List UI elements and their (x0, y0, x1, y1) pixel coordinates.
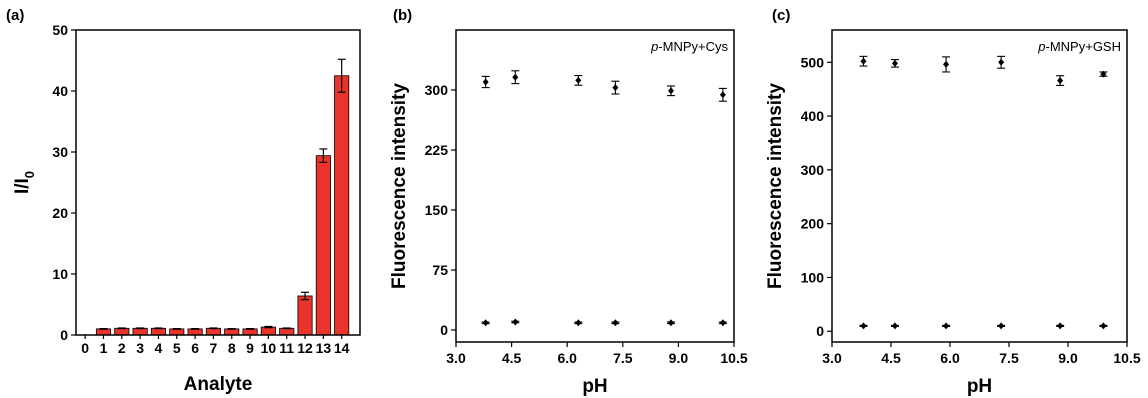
x-tick-label: 10.5 (720, 350, 747, 366)
x-tick-label: 9 (246, 340, 254, 356)
bar (279, 327, 295, 336)
x-tick-label: 5 (173, 340, 181, 356)
x-tick-label: 7.5 (999, 350, 1019, 366)
plot-frame (75, 29, 361, 336)
y-axis-title: Fluorescence intensity (765, 83, 786, 289)
y-tick-label: 40 (52, 83, 68, 99)
x-tick-label: 3.0 (822, 350, 842, 366)
y-tick-label: 0 (60, 327, 68, 343)
y-tick-label: 100 (801, 269, 825, 285)
data-point (860, 322, 867, 330)
data-point (612, 84, 619, 92)
x-tick-label: 10 (261, 340, 277, 356)
x-tick-label: 7.5 (613, 350, 633, 366)
data-point (860, 57, 867, 65)
y-tick-label: 150 (425, 202, 449, 218)
y-tick-label: 20 (52, 205, 68, 221)
x-tick-label: 6.0 (940, 350, 960, 366)
x-tick-label: 3.0 (446, 350, 466, 366)
y-tick-label: 500 (801, 54, 825, 70)
y-axis-title: I/I0 (12, 171, 37, 194)
y-tick-label: 0 (816, 323, 824, 339)
x-axis-title: pH (582, 376, 607, 397)
data-point (943, 60, 950, 68)
data-point (1057, 77, 1064, 85)
annotation: p-MNPy+Cys (650, 39, 728, 54)
y-tick-label: 10 (52, 266, 68, 282)
plot-frame (831, 29, 1128, 343)
data-point (667, 87, 674, 95)
x-tick-label: 12 (297, 340, 313, 356)
x-tick-label: 7 (210, 340, 218, 356)
bar (114, 327, 130, 336)
data-point (512, 73, 519, 81)
y-tick-label: 225 (425, 142, 449, 158)
x-tick-label: 14 (334, 340, 350, 356)
annotation: p-MNPy+GSH (1037, 39, 1121, 54)
x-tick-label: 9.0 (1058, 350, 1078, 366)
y-tick-label: 50 (52, 22, 68, 38)
data-point (1100, 70, 1107, 78)
x-tick-label: 6.0 (557, 350, 577, 366)
panel-b: (b) 0 75 150 225 300 3.0 4.5 6.0 7.5 9.0 10.5 p-MNPy… (389, 7, 748, 397)
y-tick-label: 0 (440, 322, 448, 338)
y-tick-label: 300 (425, 82, 449, 98)
data-point (482, 319, 489, 327)
x-tick-label: 8 (228, 340, 236, 356)
x-tick-label: 10.5 (1113, 350, 1140, 366)
data-point (891, 322, 898, 330)
bar (242, 328, 258, 336)
data-point (667, 319, 674, 327)
x-tick-label: 3 (136, 340, 144, 356)
plot-frame (455, 29, 735, 343)
y-tick-label: 300 (801, 162, 825, 178)
bar (187, 328, 203, 336)
x-tick-label: 0 (81, 340, 89, 356)
x-tick-label: 2 (118, 340, 126, 356)
data-point (719, 91, 726, 99)
x-tick-label: 9.0 (669, 350, 689, 366)
bar (315, 155, 331, 336)
bar (95, 328, 112, 336)
x-tick-label: 1 (100, 340, 108, 356)
x-axis-title: Analyte (184, 374, 253, 395)
data-point (1057, 322, 1064, 330)
y-tick-label: 75 (432, 262, 448, 278)
bar (132, 327, 148, 336)
bar (334, 75, 350, 336)
bar (205, 327, 221, 336)
y-axis-title: Fluorescence intensity (389, 83, 410, 289)
x-tick-label: 11 (279, 340, 294, 356)
x-tick-label: 6 (191, 340, 199, 356)
data-point (891, 59, 898, 67)
data-point (719, 319, 726, 327)
data-point (512, 318, 519, 326)
data-point (482, 78, 489, 86)
panel-label: (b) (393, 7, 412, 24)
y-tick-label: 30 (52, 144, 68, 160)
data-point (1100, 322, 1107, 330)
data-point (998, 322, 1005, 330)
bar (169, 328, 185, 336)
x-tick-label: 4.5 (881, 350, 901, 366)
bar (150, 327, 166, 336)
y-tick-label: 200 (801, 216, 825, 232)
panel-c: (c) 0 100 200 300 400 500 3.0 4.5 6.0 7.5 9.0 10.5 p-… (765, 7, 1141, 397)
data-point (612, 319, 619, 327)
data-point (998, 58, 1005, 66)
y-tick-label: 400 (801, 108, 825, 124)
x-tick-label: 13 (316, 340, 332, 356)
bar (297, 295, 313, 336)
bar (224, 328, 240, 336)
panel-label: (c) (772, 7, 790, 24)
data-point (575, 76, 582, 84)
data-point (575, 319, 582, 327)
x-tick-label: 4.5 (502, 350, 522, 366)
panel-label: (a) (6, 7, 24, 24)
data-point (943, 322, 950, 330)
x-tick-label: 4 (155, 340, 163, 356)
x-axis-title: pH (967, 376, 992, 397)
